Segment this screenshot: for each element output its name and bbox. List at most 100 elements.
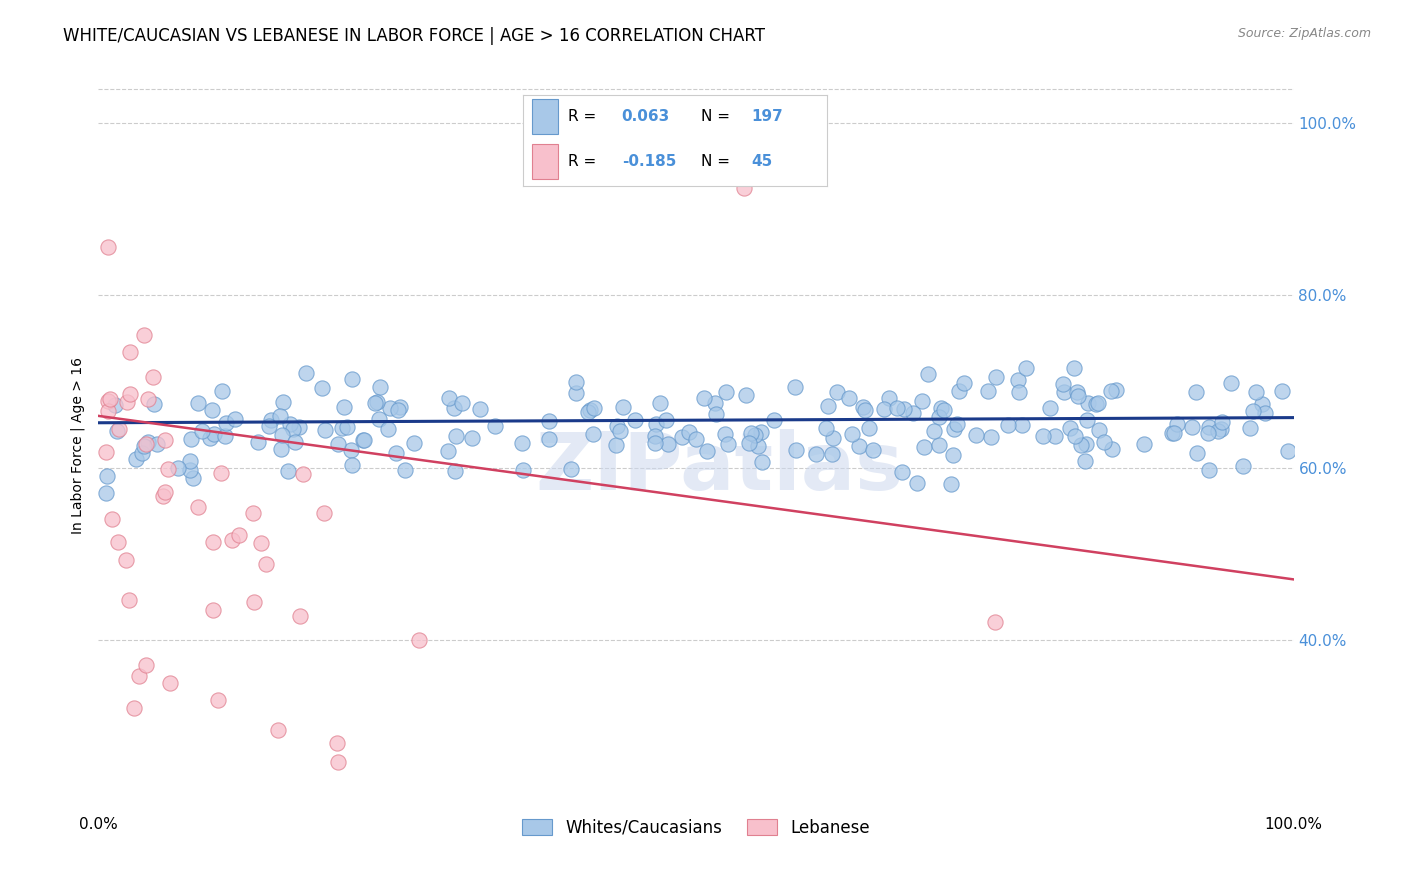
Point: [1232, 458, 1254, 473]
Point: [1087, 396, 1109, 410]
Point: [96, 468, 118, 483]
Point: [97, 240, 120, 254]
Point: [180, 432, 202, 446]
Point: [250, 536, 273, 550]
Point: [1254, 406, 1277, 420]
Point: [187, 500, 209, 514]
Point: [814, 421, 837, 435]
Point: [120, 344, 142, 359]
Point: [295, 366, 318, 380]
Point: [259, 413, 281, 427]
Point: [117, 394, 139, 409]
Point: [644, 417, 666, 432]
Point: [134, 439, 156, 453]
Point: [96, 485, 118, 500]
Point: [115, 553, 138, 567]
Point: [378, 401, 401, 415]
Point: [1063, 361, 1085, 376]
Point: [311, 381, 333, 395]
Point: [124, 701, 146, 715]
Point: [890, 465, 912, 479]
Point: [1181, 420, 1204, 434]
Point: [848, 439, 870, 453]
Point: [278, 417, 301, 432]
Point: [101, 511, 124, 525]
Point: [207, 693, 229, 707]
Point: [733, 181, 755, 195]
Point: [118, 593, 141, 607]
Point: [1085, 397, 1108, 411]
Point: [612, 400, 634, 414]
Point: [97, 393, 120, 408]
Point: [224, 412, 246, 426]
Point: [565, 385, 588, 400]
Point: [377, 421, 399, 435]
Point: [146, 437, 169, 451]
Point: [96, 445, 118, 459]
Point: [817, 400, 839, 414]
Point: [650, 395, 672, 409]
Point: [201, 403, 224, 417]
Point: [221, 533, 243, 547]
Point: [1198, 419, 1220, 434]
Point: [1045, 429, 1067, 443]
Point: [605, 438, 627, 452]
Point: [838, 391, 860, 405]
Point: [209, 467, 232, 481]
Point: [749, 425, 772, 439]
Point: [242, 507, 264, 521]
Text: WHITE/CAUCASIAN VS LEBANESE IN LABOR FORCE | AGE > 16 CORRELATION CHART: WHITE/CAUCASIAN VS LEBANESE IN LABOR FOR…: [63, 27, 765, 45]
Point: [735, 388, 758, 402]
Point: [1244, 385, 1267, 400]
Point: [763, 413, 786, 427]
Point: [254, 558, 277, 572]
Point: [143, 397, 166, 411]
Point: [1187, 446, 1209, 460]
Point: [862, 442, 884, 457]
Point: [312, 506, 335, 520]
Point: [152, 490, 174, 504]
Point: [366, 394, 388, 409]
Point: [389, 400, 412, 414]
Point: [980, 430, 1002, 444]
Point: [105, 425, 128, 439]
Point: [283, 422, 305, 436]
Point: [257, 419, 280, 434]
Point: [1239, 421, 1261, 435]
Point: [853, 403, 876, 417]
Point: [468, 402, 491, 417]
Point: [606, 419, 628, 434]
Point: [179, 463, 201, 477]
Point: [512, 436, 534, 450]
Point: [657, 437, 679, 451]
Point: [858, 421, 880, 435]
Point: [747, 439, 769, 453]
Point: [1032, 429, 1054, 443]
Point: [328, 755, 350, 769]
Point: [267, 723, 290, 737]
Point: [1185, 385, 1208, 400]
Point: [104, 398, 127, 412]
Point: [512, 463, 534, 477]
Point: [368, 412, 391, 426]
Point: [1197, 426, 1219, 441]
Point: [1219, 376, 1241, 391]
Point: [340, 442, 363, 457]
Point: [823, 431, 845, 445]
Point: [202, 427, 225, 442]
Point: [785, 443, 807, 458]
Point: [271, 394, 294, 409]
Point: [785, 380, 807, 394]
Point: [97, 403, 120, 417]
Point: [1074, 453, 1097, 467]
Point: [443, 401, 465, 415]
Point: [368, 380, 391, 394]
Point: [911, 393, 934, 408]
Point: [243, 595, 266, 609]
Point: [155, 484, 177, 499]
Point: [905, 475, 928, 490]
Point: [1277, 443, 1299, 458]
Point: [1166, 417, 1188, 431]
Point: [1052, 376, 1074, 391]
Point: [135, 437, 157, 451]
